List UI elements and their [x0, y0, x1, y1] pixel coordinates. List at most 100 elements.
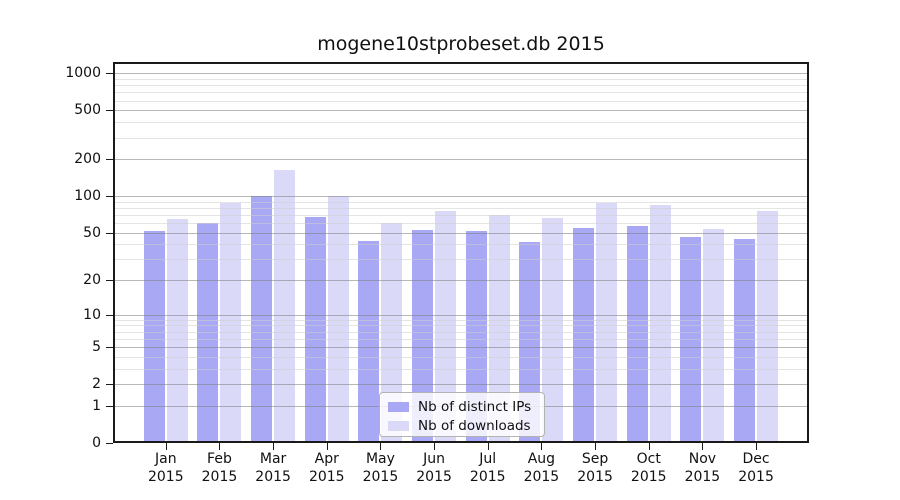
- bar-dec-downloads: [757, 211, 779, 443]
- major-gridline: [113, 384, 809, 386]
- legend-swatch: [388, 401, 409, 412]
- y-tick-label: 100: [74, 188, 101, 205]
- minor-gridline: [113, 368, 809, 370]
- x-tick-mark: [165, 443, 167, 450]
- y-tick-mark: [106, 280, 113, 282]
- x-tick-label-jun: Jun 2015: [416, 451, 452, 485]
- legend-item-distinct-ips: Nb of distinct IPs: [388, 397, 544, 416]
- minor-gridline: [113, 100, 809, 102]
- y-tick-label: 1000: [65, 65, 101, 82]
- major-gridline: [113, 347, 809, 349]
- x-tick-label-mar: Mar 2015: [255, 451, 291, 485]
- bar-apr-downloads: [327, 196, 349, 443]
- minor-gridline: [113, 78, 809, 80]
- y-tick-mark: [106, 196, 113, 198]
- x-tick-label-feb: Feb 2015: [201, 451, 238, 485]
- minor-gridline: [113, 85, 809, 87]
- x-tick-label-oct: Oct 2015: [630, 451, 667, 485]
- bar-mar-downloads: [274, 170, 296, 443]
- x-tick-mark: [595, 443, 597, 450]
- bar-dec-distinct-ips: [734, 239, 756, 443]
- y-tick-mark: [106, 384, 113, 386]
- minor-gridline: [113, 92, 809, 94]
- x-tick-label-sep: Sep 2015: [577, 451, 613, 485]
- x-tick-mark: [380, 443, 382, 450]
- bar-feb-downloads: [220, 202, 242, 443]
- y-tick-label: 2: [92, 376, 101, 393]
- bar-jul-distinct-ips: [465, 230, 487, 443]
- y-tick-label: 50: [83, 224, 101, 241]
- minor-gridline: [113, 223, 809, 225]
- plot-area: Nb of distinct IPs Nb of downloads: [113, 62, 809, 443]
- x-tick-label-may: May 2015: [362, 451, 399, 485]
- minor-gridline: [113, 201, 809, 203]
- legend-item-downloads: Nb of downloads: [388, 416, 544, 435]
- x-tick-mark: [756, 443, 758, 450]
- y-tick-mark: [106, 347, 113, 349]
- minor-gridline: [113, 319, 809, 321]
- minor-gridline: [113, 214, 809, 216]
- minor-gridline: [113, 122, 809, 124]
- legend: Nb of distinct IPs Nb of downloads: [379, 392, 545, 437]
- x-tick-label-jan: Jan 2015: [147, 451, 184, 485]
- y-tick-label: 0: [92, 435, 101, 451]
- bar-may-downloads: [381, 223, 403, 443]
- minor-gridline: [113, 207, 809, 209]
- major-gridline: [113, 314, 809, 316]
- x-tick-mark: [541, 443, 543, 450]
- y-tick-mark: [106, 405, 113, 407]
- x-tick-label-apr: Apr 2015: [308, 451, 345, 485]
- major-gridline: [113, 110, 809, 112]
- legend-label: Nb of distinct IPs: [418, 398, 532, 415]
- bar-sep-downloads: [596, 202, 618, 443]
- x-tick-mark: [487, 443, 489, 450]
- minor-gridline: [113, 259, 809, 261]
- x-tick-mark: [434, 443, 436, 450]
- bar-nov-distinct-ips: [680, 237, 702, 443]
- bar-nov-downloads: [703, 228, 725, 443]
- y-tick-label: 1: [92, 397, 101, 414]
- x-tick-label-nov: Nov 2015: [684, 451, 721, 485]
- y-tick-mark: [106, 73, 113, 75]
- minor-gridline: [113, 338, 809, 340]
- bar-jun-distinct-ips: [412, 229, 434, 443]
- y-tick-label: 10: [83, 306, 101, 323]
- y-tick-mark: [106, 443, 113, 444]
- major-gridline: [113, 159, 809, 161]
- y-tick-mark: [106, 314, 113, 316]
- minor-gridline: [113, 325, 809, 327]
- major-gridline: [113, 280, 809, 282]
- bar-apr-distinct-ips: [304, 217, 326, 443]
- x-tick-mark: [648, 443, 650, 450]
- bar-sep-distinct-ips: [573, 227, 595, 443]
- minor-gridline: [113, 356, 809, 358]
- y-tick-label: 20: [83, 272, 101, 289]
- bar-jul-downloads: [488, 214, 510, 443]
- minor-gridline: [113, 331, 809, 333]
- x-tick-label-dec: Dec 2015: [738, 451, 774, 485]
- bar-may-distinct-ips: [358, 240, 380, 443]
- legend-label: Nb of downloads: [418, 417, 531, 434]
- bar-feb-distinct-ips: [197, 223, 219, 443]
- minor-gridline: [113, 244, 809, 246]
- x-tick-mark: [219, 443, 221, 450]
- x-tick-mark: [326, 443, 328, 450]
- x-tick-label-aug: Aug 2015: [523, 451, 560, 485]
- y-tick-mark: [106, 232, 113, 234]
- major-gridline: [113, 232, 809, 234]
- x-tick-mark: [273, 443, 275, 450]
- legend-swatch: [388, 420, 409, 431]
- y-tick-label: 500: [74, 102, 101, 119]
- bar-oct-distinct-ips: [626, 225, 648, 443]
- x-tick-label-jul: Jul 2015: [469, 451, 506, 485]
- chart-title: mogene10stprobeset.db 2015: [317, 33, 605, 55]
- major-gridline: [113, 73, 809, 75]
- y-tick-mark: [106, 110, 113, 112]
- bar-jan-downloads: [166, 218, 188, 443]
- x-tick-mark: [702, 443, 704, 450]
- y-tick-label: 200: [74, 151, 101, 168]
- major-gridline: [113, 196, 809, 198]
- bar-jan-distinct-ips: [143, 230, 165, 443]
- minor-gridline: [113, 137, 809, 139]
